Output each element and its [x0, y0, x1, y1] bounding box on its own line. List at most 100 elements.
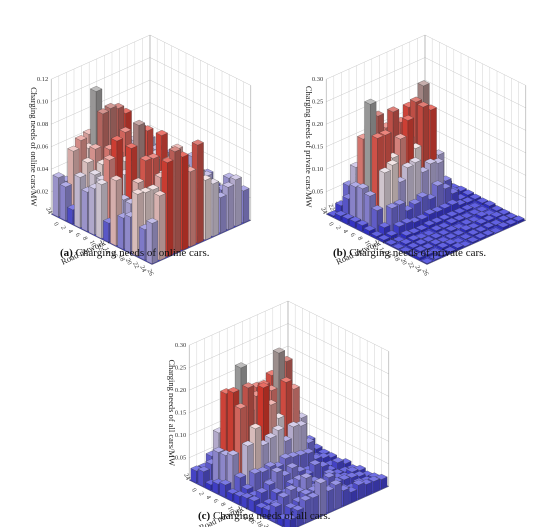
bar — [377, 234, 391, 243]
chart-a-ytick-label: 24 — [44, 206, 53, 216]
chart-b-ztick-label: 0.20 — [312, 121, 323, 128]
chart-a-xtick-label: 12 — [95, 243, 104, 252]
chart-b-xtick-label: 22 — [406, 261, 415, 270]
caption-c-text: Charging needs of all cars. — [210, 510, 331, 522]
bar — [146, 217, 159, 265]
bar — [413, 252, 427, 261]
chart-a-bars — [52, 86, 250, 265]
bar — [453, 214, 466, 223]
chart-c-ytick-label: 24 — [182, 472, 191, 482]
bar — [459, 233, 472, 241]
chart-b-bars — [327, 80, 525, 265]
chart-b-xtick-label: 24 — [413, 264, 422, 274]
bar — [445, 210, 459, 219]
bar — [437, 229, 450, 237]
chart-b-xtick-label: 8 — [356, 236, 364, 242]
bar — [474, 232, 487, 241]
chart-panel-c: 0.05 0.10 0.15 0.20 0.25 0.30 Charging needs o… — [138, 266, 413, 527]
bar — [430, 225, 443, 233]
chart-a-ztick-label: 0.06 — [37, 144, 49, 151]
bar — [363, 225, 376, 236]
bar — [482, 222, 495, 230]
caption-a-label: (a) — [60, 247, 73, 259]
chart-c-xtick-label: 8 — [219, 502, 227, 508]
bar — [459, 224, 473, 234]
chart-c-xtick-label: 2 — [197, 491, 205, 497]
bar — [460, 219, 473, 227]
bar — [445, 217, 458, 226]
chart-a-xtick-label: 14 — [102, 246, 111, 256]
chart-b-xtick-label: 18 — [392, 254, 401, 263]
chart-b-xtick-label: 4 — [341, 228, 349, 235]
chart-b-xtick-label: 16 — [385, 250, 394, 260]
chart-c-xtick-label: 4 — [204, 494, 212, 501]
chart-a-ztick-label: 0.04 — [37, 166, 49, 173]
chart-a-xtick-label: 0 — [52, 221, 60, 227]
bar — [385, 239, 398, 247]
chart-b-xtick-label: 2 — [334, 225, 342, 231]
chart-c-xtick-label: 10 — [226, 505, 235, 514]
bar — [414, 239, 427, 247]
chart-a-xtick-label: 26 — [146, 268, 155, 278]
bar — [421, 243, 435, 251]
bar — [370, 230, 383, 239]
chart-c-ztick-label: 0.05 — [175, 455, 186, 462]
chart-panel-b: 0.05 0.10 0.15 0.20 0.25 0.30 Charging needs o… — [275, 0, 550, 278]
bar — [423, 220, 436, 230]
bar — [429, 232, 443, 240]
chart-b-ztick-label: 0.30 — [312, 76, 323, 83]
chart-b-xtick-label: 6 — [349, 232, 357, 239]
chart-b-xtick-label: 26 — [421, 268, 430, 278]
bar — [428, 254, 441, 261]
chart-c-xtick-label: 0 — [190, 487, 198, 493]
bar — [490, 205, 503, 213]
chart-a-xtick-label: 6 — [74, 232, 82, 239]
caption-a: (a) Charging needs of online cars. — [60, 247, 209, 259]
bar — [443, 246, 457, 254]
bar — [466, 236, 479, 244]
bar — [445, 225, 458, 233]
chart-c-svg: 0.05 0.10 0.15 0.20 0.25 0.30 Charging needs o… — [167, 300, 390, 527]
bar — [437, 222, 451, 230]
chart-b-xtick-label: 20 — [399, 257, 408, 266]
bar — [467, 229, 480, 237]
chart-c-bars — [190, 347, 388, 527]
chart-b-ytick-label: 22 — [327, 203, 336, 212]
chart-c-ztick-label: 0.10 — [175, 432, 186, 439]
caption-b-label: (b) — [333, 247, 347, 259]
bar — [421, 257, 434, 265]
caption-c-label: (c) — [198, 510, 211, 522]
chart-c-ztick-label: 0.15 — [175, 410, 186, 417]
chart-a-xtick-label: 16 — [110, 250, 119, 260]
chart-a-xtick-label: 8 — [81, 236, 89, 242]
chart-a-xtick-label: 24 — [138, 264, 147, 274]
chart-b-ztick-label: 0.10 — [312, 166, 323, 173]
chart-c-xtick-label: 6 — [212, 498, 220, 505]
bar — [497, 221, 510, 231]
bar — [385, 230, 398, 240]
bar — [284, 514, 297, 527]
caption-b: (b) Charging needs of private cars. — [333, 247, 486, 259]
chart-b-xtick-label: 10 — [363, 239, 372, 248]
bar — [489, 227, 502, 234]
chart-b-ztick-label: 0.05 — [312, 189, 323, 196]
bar — [451, 242, 464, 251]
bar — [422, 230, 435, 237]
chart-a-xtick-label: 2 — [59, 225, 67, 231]
chart-b-svg: 0.05 0.10 0.15 0.20 0.25 0.30 Charging needs o… — [304, 34, 527, 278]
bar — [461, 204, 474, 213]
bar — [444, 233, 457, 240]
chart-a-xtick-label: 20 — [124, 257, 133, 266]
caption-b-text: Charging needs of private cars. — [346, 247, 487, 259]
bar — [452, 229, 465, 237]
chart-b-ytick-label: 24 — [319, 206, 328, 216]
bar — [400, 230, 413, 240]
chart-c-ztick-label: 0.30 — [175, 342, 186, 349]
bar — [415, 224, 428, 233]
chart-a-xtick-label: 10 — [88, 239, 97, 248]
chart-panel-a: 0.02 0.04 0.06 0.08 0.10 0.12 Charging needs o… — [0, 0, 275, 278]
chart-b-xtick-label: 0 — [327, 221, 335, 227]
bar — [436, 242, 449, 251]
bar — [436, 250, 449, 258]
chart-a-xtick-label: 4 — [66, 228, 74, 235]
